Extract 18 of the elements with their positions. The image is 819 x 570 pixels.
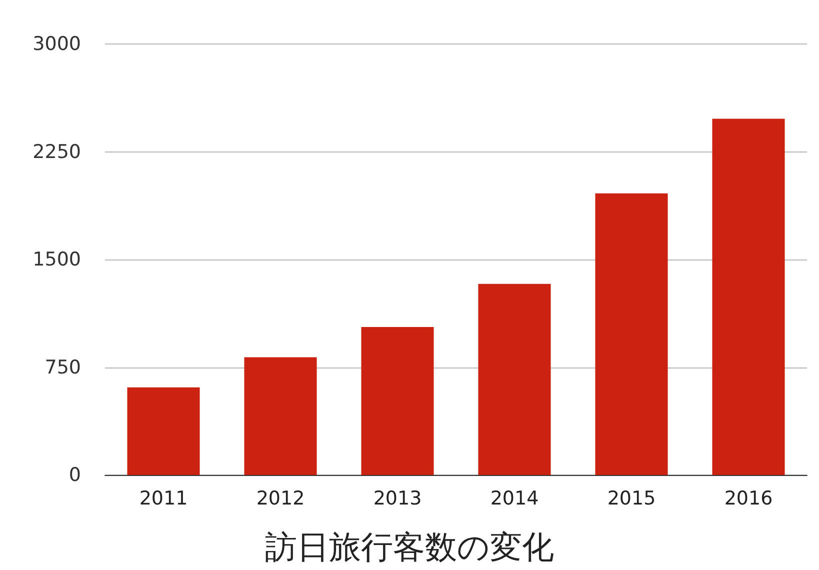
- x-tick-label: 2011: [139, 488, 188, 510]
- bar: [595, 193, 668, 475]
- x-tick-label: 2012: [256, 488, 305, 510]
- y-tick-label: 0: [68, 464, 81, 486]
- text: 訪日旅行客数の変化: [265, 528, 554, 566]
- x-tick-label: 2014: [490, 488, 539, 510]
- y-tick-label: 2250: [32, 140, 81, 163]
- bar: [361, 327, 434, 475]
- bar: [712, 118, 785, 475]
- y-tick-label: 1500: [32, 248, 81, 270]
- x-tick-label: 2013: [373, 488, 422, 510]
- bar: [244, 357, 317, 475]
- bar: [478, 284, 551, 475]
- x-tick-label: 2015: [607, 488, 656, 510]
- y-tick-label: 3000: [32, 33, 81, 55]
- x-tick-label: 2016: [724, 488, 773, 510]
- y-tick-label: 750: [44, 356, 81, 378]
- bar: [127, 387, 200, 475]
